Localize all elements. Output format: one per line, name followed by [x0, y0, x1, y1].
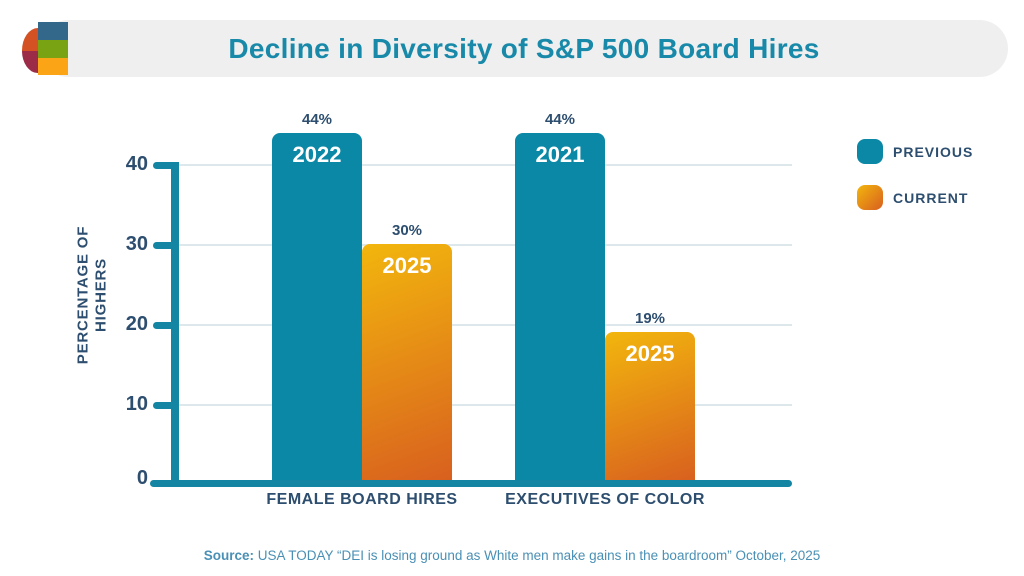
gridline-30 [179, 244, 792, 246]
bar-year-label: 2025 [382, 253, 432, 278]
y-tick-label-20: 20 [125, 313, 148, 335]
page-title: Decline in Diversity of S&P 500 Board Hi… [228, 32, 820, 64]
gridline-40 [179, 164, 792, 166]
y-tick-mark-30 [153, 242, 179, 249]
logo-half-disc [22, 28, 38, 73]
bar-current-executives-of-color: 19% 2025 [605, 310, 695, 483]
logo-squares [38, 22, 68, 75]
bar-rect: 2025 [362, 244, 452, 483]
bar-value-label: 19% [634, 310, 666, 327]
bar-year-label: 2022 [292, 142, 342, 167]
logo-maroon-quarter [22, 50, 38, 73]
bar-previous-executives-of-color: 44% 2021 [515, 111, 605, 483]
y-tick-mark-10 [153, 402, 179, 409]
source-text: USA TODAY “DEI is losing ground as White… [253, 548, 821, 563]
logo-red-quarter [22, 28, 38, 51]
bar-year-label: 2021 [535, 142, 585, 167]
y-tick-label-0: 0 [136, 467, 148, 489]
legend-swatch-previous [857, 139, 883, 164]
bar-previous-female-board-hires: 44% 2022 [272, 111, 362, 483]
bar-value-label: 44% [301, 111, 333, 128]
legend-item-previous: PREVIOUS [857, 139, 973, 164]
source-prefix: Source: [203, 548, 254, 563]
legend-label: CURRENT [893, 189, 969, 206]
logo-blue-square [38, 22, 68, 40]
gridline-20 [179, 324, 792, 326]
bar-rect: 2025 [605, 332, 695, 483]
x-category-label-executives-of-color: EXECUTIVES OF COLOR [505, 491, 705, 508]
y-tick-label-40: 40 [125, 153, 148, 175]
company-logo [22, 22, 90, 75]
source-line: Source: USA TODAY “DEI is losing ground … [204, 548, 821, 563]
y-tick-label-10: 10 [125, 393, 148, 415]
x-axis-line [150, 480, 792, 487]
logo-orange-square [38, 58, 68, 75]
bar-rect: 2022 [272, 133, 362, 483]
y-axis-title-line1: PERCENTAGE OF [74, 225, 92, 365]
logo-green-square [38, 40, 68, 58]
x-category-label-female-board-hires: FEMALE BOARD HIRES [266, 491, 458, 508]
legend: PREVIOUS CURRENT [857, 139, 973, 231]
legend-label: PREVIOUS [893, 143, 974, 160]
legend-swatch-current [857, 185, 883, 210]
header-pill: Decline in Diversity of S&P 500 Board Hi… [40, 20, 1008, 77]
bar-year-label: 2025 [625, 341, 675, 366]
bar-value-label: 44% [544, 111, 576, 128]
y-tick-label-30: 30 [125, 233, 148, 255]
bar-value-label: 30% [391, 222, 423, 239]
bar-rect: 2021 [515, 133, 605, 483]
legend-item-current: CURRENT [857, 185, 973, 210]
gridline-10 [179, 404, 792, 406]
y-tick-mark-20 [153, 322, 179, 329]
bar-current-female-board-hires: 30% 2025 [362, 222, 452, 483]
y-tick-mark-40 [153, 162, 179, 169]
